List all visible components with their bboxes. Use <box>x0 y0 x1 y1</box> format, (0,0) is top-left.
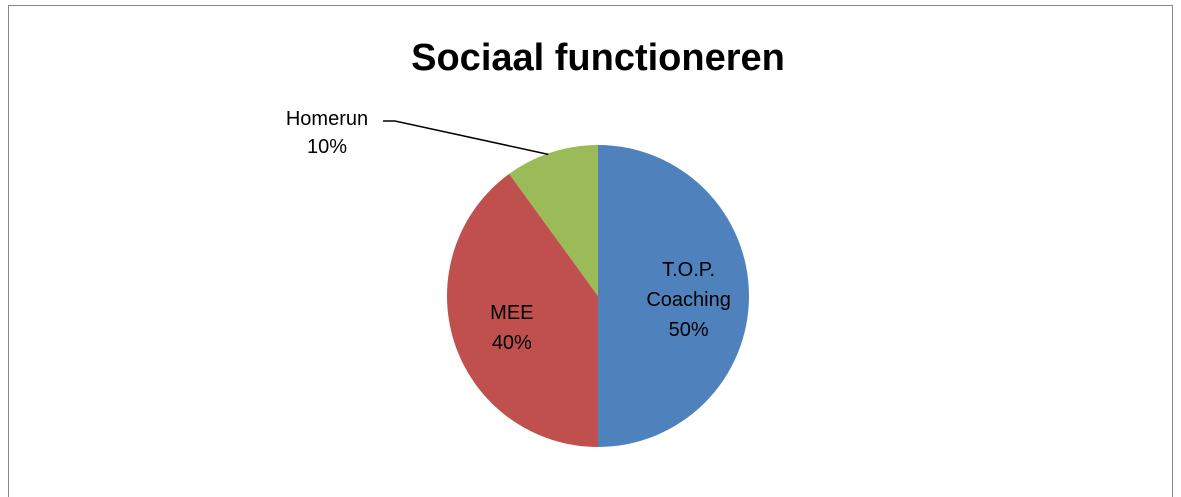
slice-category-label: MEE <box>490 302 533 324</box>
pie-slice <box>598 145 749 447</box>
chart-title: Sociaal functioneren <box>411 37 785 79</box>
slice-value-label: 40% <box>492 332 532 354</box>
leader-line <box>383 120 549 156</box>
pie-slice <box>509 145 598 296</box>
slice-category-label: Homerun <box>286 108 368 130</box>
slice-category-label: T.O.P. Coaching <box>646 259 731 311</box>
pie-slice <box>447 173 598 447</box>
slice-value-label: 10% <box>307 136 347 158</box>
slice-value-label: 50% <box>669 319 709 341</box>
